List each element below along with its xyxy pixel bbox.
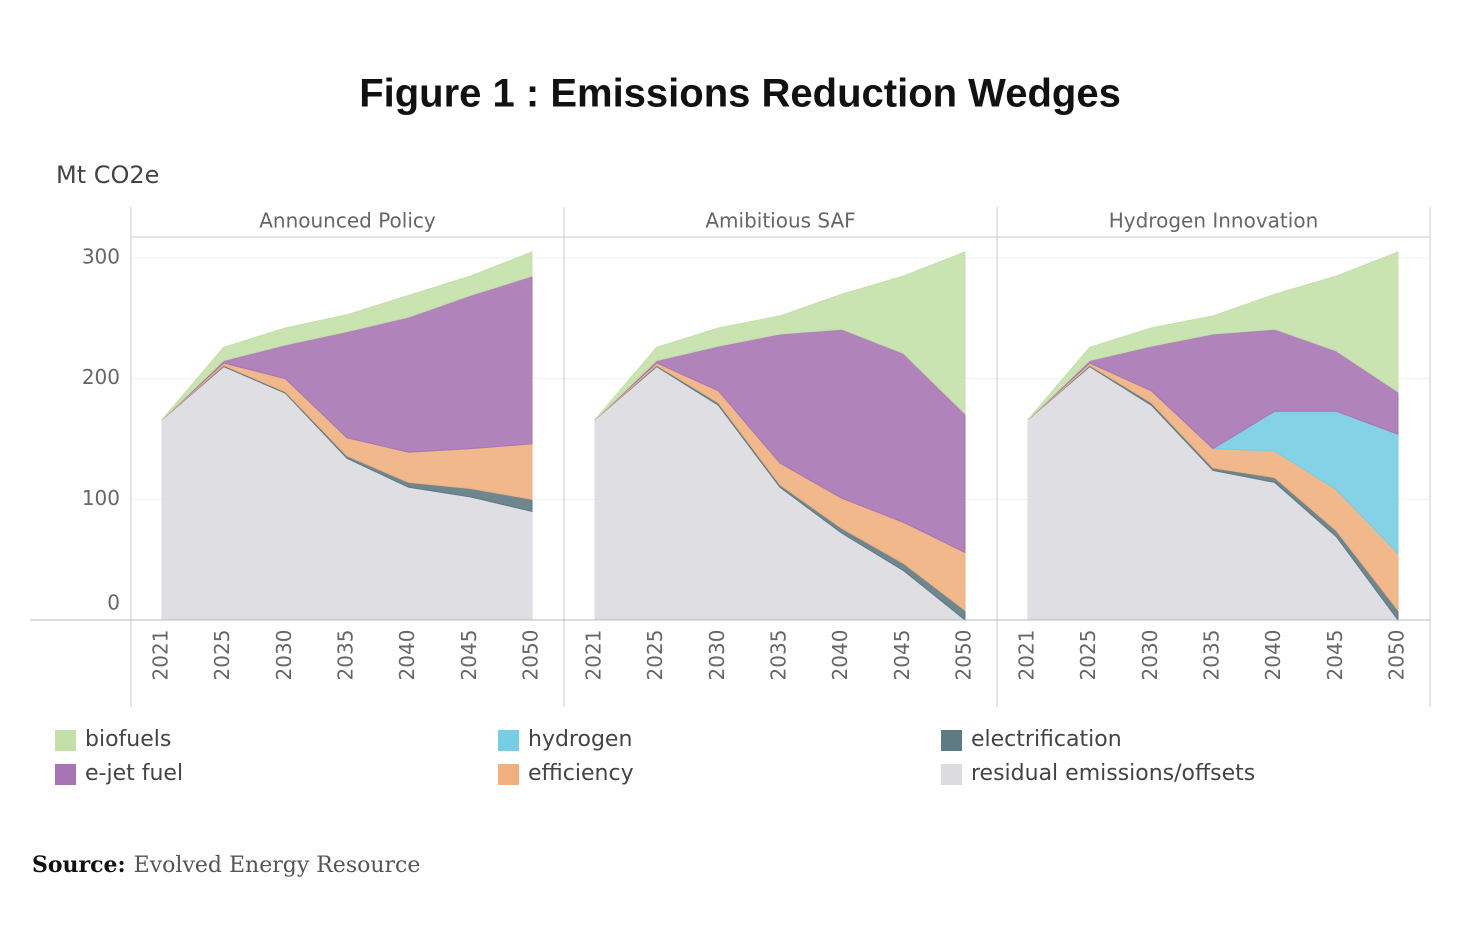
chart-title: Figure 1 : Emissions Reduction Wedges — [359, 72, 1121, 116]
x-tick-label: 2050 — [1385, 630, 1409, 681]
legend-label: efficiency — [528, 761, 634, 786]
x-tick-label: 2021 — [1015, 630, 1039, 681]
area — [1027, 251, 1399, 421]
y-axis-label: Mt CO2e — [56, 161, 159, 189]
y-tick-label: 300 — [82, 245, 120, 269]
panel-title: Hydrogen Innovation — [1109, 209, 1319, 233]
area — [161, 251, 533, 421]
y-tick-label: 200 — [82, 365, 120, 389]
y-tick-label: 0 — [107, 591, 120, 615]
x-tick-label: 2045 — [457, 630, 481, 681]
panel-title: Amibitious SAF — [705, 209, 855, 233]
legend-label: residual emissions/offsets — [971, 761, 1255, 786]
x-tick-label: 2050 — [952, 630, 976, 681]
panel-title: Announced Policy — [259, 209, 436, 233]
legend-label: biofuels — [85, 727, 171, 752]
legend-swatch — [941, 764, 962, 785]
x-tick-label: 2035 — [1200, 630, 1224, 681]
y-tick-label: 100 — [82, 486, 120, 510]
x-tick-label: 2021 — [582, 630, 606, 681]
x-tick-label: 2030 — [705, 630, 729, 681]
legend-swatch — [941, 730, 962, 751]
legend-label: e-jet fuel — [85, 761, 183, 786]
source: Source: Evolved Energy Resource — [32, 852, 420, 878]
source-label: Source: — [32, 852, 126, 878]
legend-swatch — [55, 764, 76, 785]
x-tick-label: 2025 — [210, 630, 234, 681]
legend-swatch — [55, 730, 76, 751]
legend-label: electrification — [971, 727, 1122, 752]
source-text: Evolved Energy Resource — [134, 853, 421, 878]
x-tick-label: 2040 — [1261, 630, 1285, 681]
x-tick-label: 2040 — [395, 630, 419, 681]
x-tick-label: 2030 — [1138, 630, 1162, 681]
x-tick-label: 2025 — [1076, 630, 1100, 681]
x-tick-label: 2025 — [643, 630, 667, 681]
x-tick-label: 2040 — [828, 630, 852, 681]
x-tick-label: 2021 — [149, 630, 173, 681]
x-tick-label: 2035 — [767, 630, 791, 681]
x-tick-label: 2030 — [272, 630, 296, 681]
x-tick-label: 2045 — [890, 630, 914, 681]
x-tick-label: 2045 — [1323, 630, 1347, 681]
x-tick-label: 2035 — [334, 630, 358, 681]
legend-swatch — [498, 730, 519, 751]
area — [594, 251, 966, 421]
legend-label: hydrogen — [528, 727, 632, 752]
x-tick-label: 2050 — [519, 630, 543, 681]
legend-swatch — [498, 764, 519, 785]
